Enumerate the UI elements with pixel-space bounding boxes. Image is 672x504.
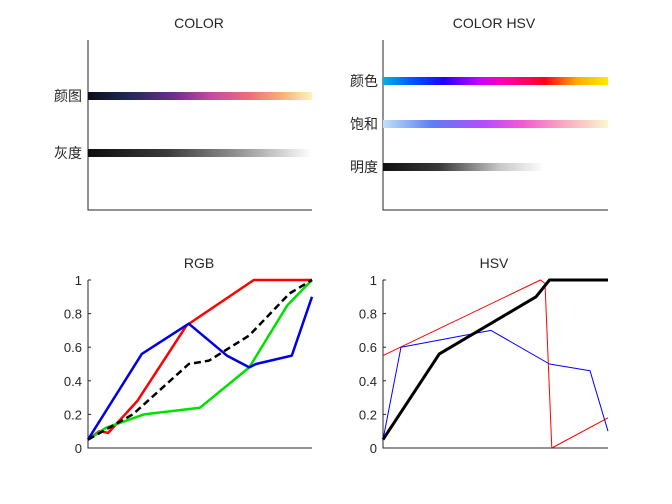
rgb-panel: RGB 0 0.2 0.4 0.6 0.8 1 bbox=[64, 255, 314, 456]
color-hsv-panel-title: COLOR HSV bbox=[453, 15, 536, 31]
y-tick-label: 0.4 bbox=[359, 374, 377, 389]
rgb-y-ticks: 0 0.2 0.4 0.6 0.8 1 bbox=[64, 273, 91, 456]
y-tick-label: 0.2 bbox=[359, 407, 377, 422]
series-line-2 bbox=[86, 296, 314, 441]
y-tick-label: 1 bbox=[370, 273, 377, 288]
hsv-series bbox=[381, 278, 609, 449]
colorbar-label-1-0: 颜色 bbox=[350, 73, 378, 89]
colorbar-1-0 bbox=[383, 77, 608, 85]
series-line-0 bbox=[382, 279, 609, 449]
colorbar-0-1 bbox=[88, 149, 312, 157]
color-panel-title: COLOR bbox=[174, 15, 224, 31]
y-tick-label: 0.6 bbox=[64, 340, 82, 355]
y-tick-label: 0.8 bbox=[359, 307, 377, 322]
colorbar-0-0 bbox=[88, 92, 312, 100]
rgb-series bbox=[86, 278, 314, 441]
y-tick-label: 0.2 bbox=[64, 407, 82, 422]
colorbar-1-1 bbox=[383, 120, 608, 128]
series-line-2 bbox=[381, 278, 608, 441]
colorbar-label-0-1: 灰度 bbox=[54, 145, 82, 161]
hsv-panel: HSV 0 0.2 0.4 0.6 0.8 1 bbox=[359, 255, 609, 456]
y-tick-label: 0 bbox=[370, 441, 377, 456]
y-tick-label: 0.6 bbox=[359, 340, 377, 355]
series-line-1 bbox=[382, 329, 609, 440]
y-tick-label: 0.4 bbox=[64, 374, 82, 389]
hsv-panel-axes bbox=[382, 280, 608, 449]
colorbar-label-1-2: 明度 bbox=[350, 159, 378, 175]
y-tick-label: 1 bbox=[75, 273, 82, 288]
hsv-y-ticks: 0 0.2 0.4 0.6 0.8 1 bbox=[359, 273, 386, 456]
series-line-3 bbox=[87, 278, 313, 441]
series-line-1 bbox=[87, 279, 313, 441]
hsv-panel-title: HSV bbox=[480, 255, 509, 271]
color-panel-axes bbox=[87, 40, 312, 211]
colorbar-label-0-0: 颜图 bbox=[54, 88, 82, 104]
y-tick-label: 0.8 bbox=[64, 307, 82, 322]
rgb-panel-title: RGB bbox=[184, 255, 214, 271]
color-hsv-panel-axes bbox=[382, 40, 608, 211]
colorbar-1-2 bbox=[383, 163, 545, 171]
colorbar-label-1-1: 饱和 bbox=[350, 116, 378, 132]
y-tick-label: 0 bbox=[75, 441, 82, 456]
